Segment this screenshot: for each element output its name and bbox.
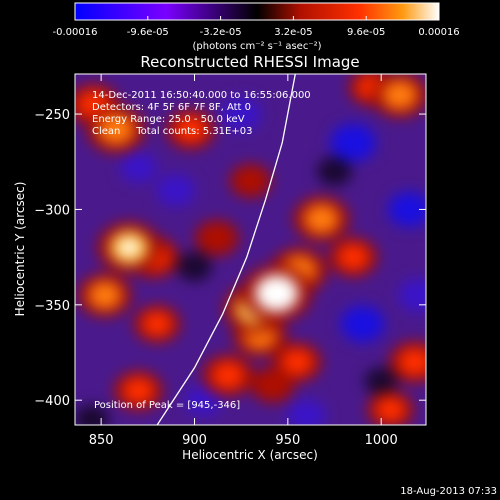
colorbar-tick-label: 0.00016	[418, 27, 459, 38]
footer-date: 18-Aug-2013 07:33	[400, 486, 497, 497]
axes-ticks: 850 900 950 1000 −250 −300 −350 −400	[34, 74, 426, 448]
emission-source	[97, 113, 135, 145]
colorbar-ticks: -0.00016 -9.6e-05 -3.2e-05 3.2e-05 9.6e-05 0.…	[53, 16, 460, 38]
colorbar-gradient	[74, 2, 440, 21]
emission-source	[281, 349, 313, 376]
y-tick-label: −350	[34, 299, 70, 314]
chart-title: Reconstructed RHESSI Image	[140, 53, 359, 71]
absorption-source	[317, 156, 352, 186]
emission-source	[142, 311, 172, 337]
emission-core	[119, 239, 140, 256]
annotation-line-4: Clean Total counts: 5.31E+03	[92, 126, 252, 137]
y-tick-label: −400	[34, 394, 70, 409]
emission-source	[382, 80, 418, 110]
colorbar-tick-label: 9.6e-05	[347, 27, 385, 38]
emission-source	[376, 397, 406, 423]
colorbar-tick-label: -3.2e-05	[200, 27, 242, 38]
emission-sources	[75, 74, 426, 425]
y-axis-label: Heliocentric Y (arcsec)	[13, 182, 27, 317]
absorption-source	[120, 152, 157, 183]
heatmap-plot: 850 900 950 1000 −250 −300 −350 −400 14-Dec-201…	[34, 73, 427, 448]
emission-source	[398, 348, 426, 376]
colorbar: -0.00016 -9.6e-05 -3.2e-05 3.2e-05 9.6e-05 0.…	[53, 2, 460, 52]
colorbar-tick-label: -9.6e-05	[127, 27, 169, 38]
emission-source	[123, 377, 154, 404]
x-tick-label: 850	[89, 433, 114, 448]
emission-core	[265, 284, 288, 303]
annotation-block: 14-Dec-2011 16:50:40.000 to 16:55:06.000…	[92, 90, 311, 137]
x-axis-label: Heliocentric X (arcsec)	[182, 448, 318, 462]
y-tick-label: −300	[34, 203, 70, 218]
emission-source	[88, 281, 122, 310]
annotation-line-3: Energy Range: 25.0 - 50.0 keV	[92, 114, 245, 125]
x-tick-label: 950	[275, 433, 300, 448]
absorption-source	[340, 305, 385, 343]
emission-source	[303, 204, 339, 234]
colorbar-tick-label: -0.00016	[53, 27, 98, 38]
emission-source	[212, 361, 245, 390]
emission-source	[237, 169, 264, 192]
absorption-source	[185, 384, 223, 416]
absorption-source	[177, 252, 212, 282]
x-tick-label: 900	[182, 433, 207, 448]
absorption-source	[330, 123, 376, 162]
y-tick-label: −250	[34, 108, 70, 123]
annotation-line-1: 14-Dec-2011 16:50:40.000 to 16:55:06.000	[92, 90, 311, 101]
emission-source	[203, 226, 231, 250]
absorption-source	[287, 399, 326, 425]
annotation-line-2: Detectors: 4F 5F 6F 7F 8F, Att 0	[92, 102, 251, 113]
absorption-source	[388, 191, 426, 227]
emission-source	[175, 116, 207, 143]
absorption-source	[398, 278, 426, 313]
absorption-source	[364, 367, 398, 395]
absorption-source	[156, 174, 196, 207]
colorbar-tick-label: 3.2e-05	[274, 27, 312, 38]
x-tick-label: 1000	[365, 433, 398, 448]
emission-source	[259, 373, 287, 397]
peak-position-label: Position of Peak = [945,-346]	[94, 400, 240, 411]
solar-limb-curve	[156, 74, 296, 425]
absorption-source	[221, 97, 262, 131]
plot-frame	[74, 73, 427, 426]
emission-source	[337, 244, 369, 271]
colorbar-units: (photons cm⁻² s⁻¹ asec⁻²)	[192, 41, 321, 52]
